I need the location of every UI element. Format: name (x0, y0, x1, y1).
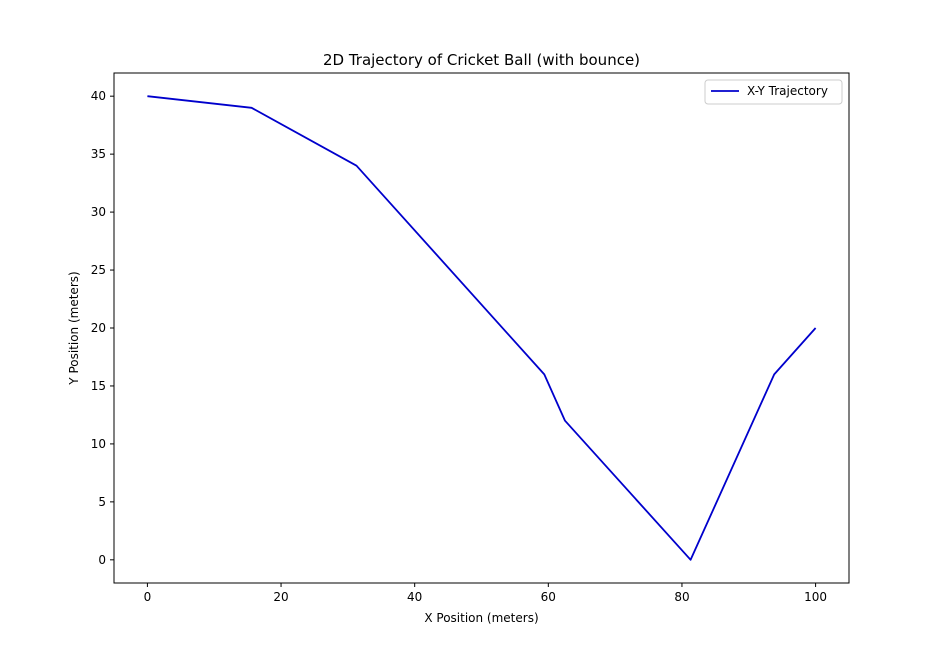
chart-title: 2D Trajectory of Cricket Ball (with boun… (323, 51, 640, 69)
y-tick-label: 30 (91, 205, 106, 219)
x-tick-label: 100 (804, 590, 827, 604)
legend-label-x-y-trajectory: X-Y Trajectory (747, 84, 828, 98)
x-tick-label: 20 (273, 590, 288, 604)
legend: X-Y Trajectory (704, 79, 843, 105)
plot-border (113, 72, 850, 584)
y-tick-label: 20 (91, 321, 106, 335)
y-tick-label: 5 (98, 495, 106, 509)
y-axis-label: Y Position (meters) (67, 271, 81, 385)
x-tick-label: 60 (541, 590, 556, 604)
x-axis: 0 20 40 60 80 100 (144, 583, 827, 604)
x-tick-label: 80 (674, 590, 689, 604)
plot-area (113, 72, 850, 584)
series-layer (147, 95, 817, 561)
y-axis: 0 5 10 15 20 25 30 35 40 (91, 89, 114, 567)
y-tick-label: 35 (91, 147, 106, 161)
legend-box (704, 79, 843, 105)
y-tick-label: 0 (98, 553, 106, 567)
x-axis-label: X Position (meters) (424, 611, 538, 625)
y-tick-label: 25 (91, 263, 106, 277)
series-line-x-y-trajectory (147, 95, 817, 561)
x-tick-label: 0 (144, 590, 152, 604)
x-tick-label: 40 (407, 590, 422, 604)
y-tick-label: 15 (91, 379, 106, 393)
y-tick-label: 10 (91, 437, 106, 451)
y-tick-label: 40 (91, 89, 106, 103)
